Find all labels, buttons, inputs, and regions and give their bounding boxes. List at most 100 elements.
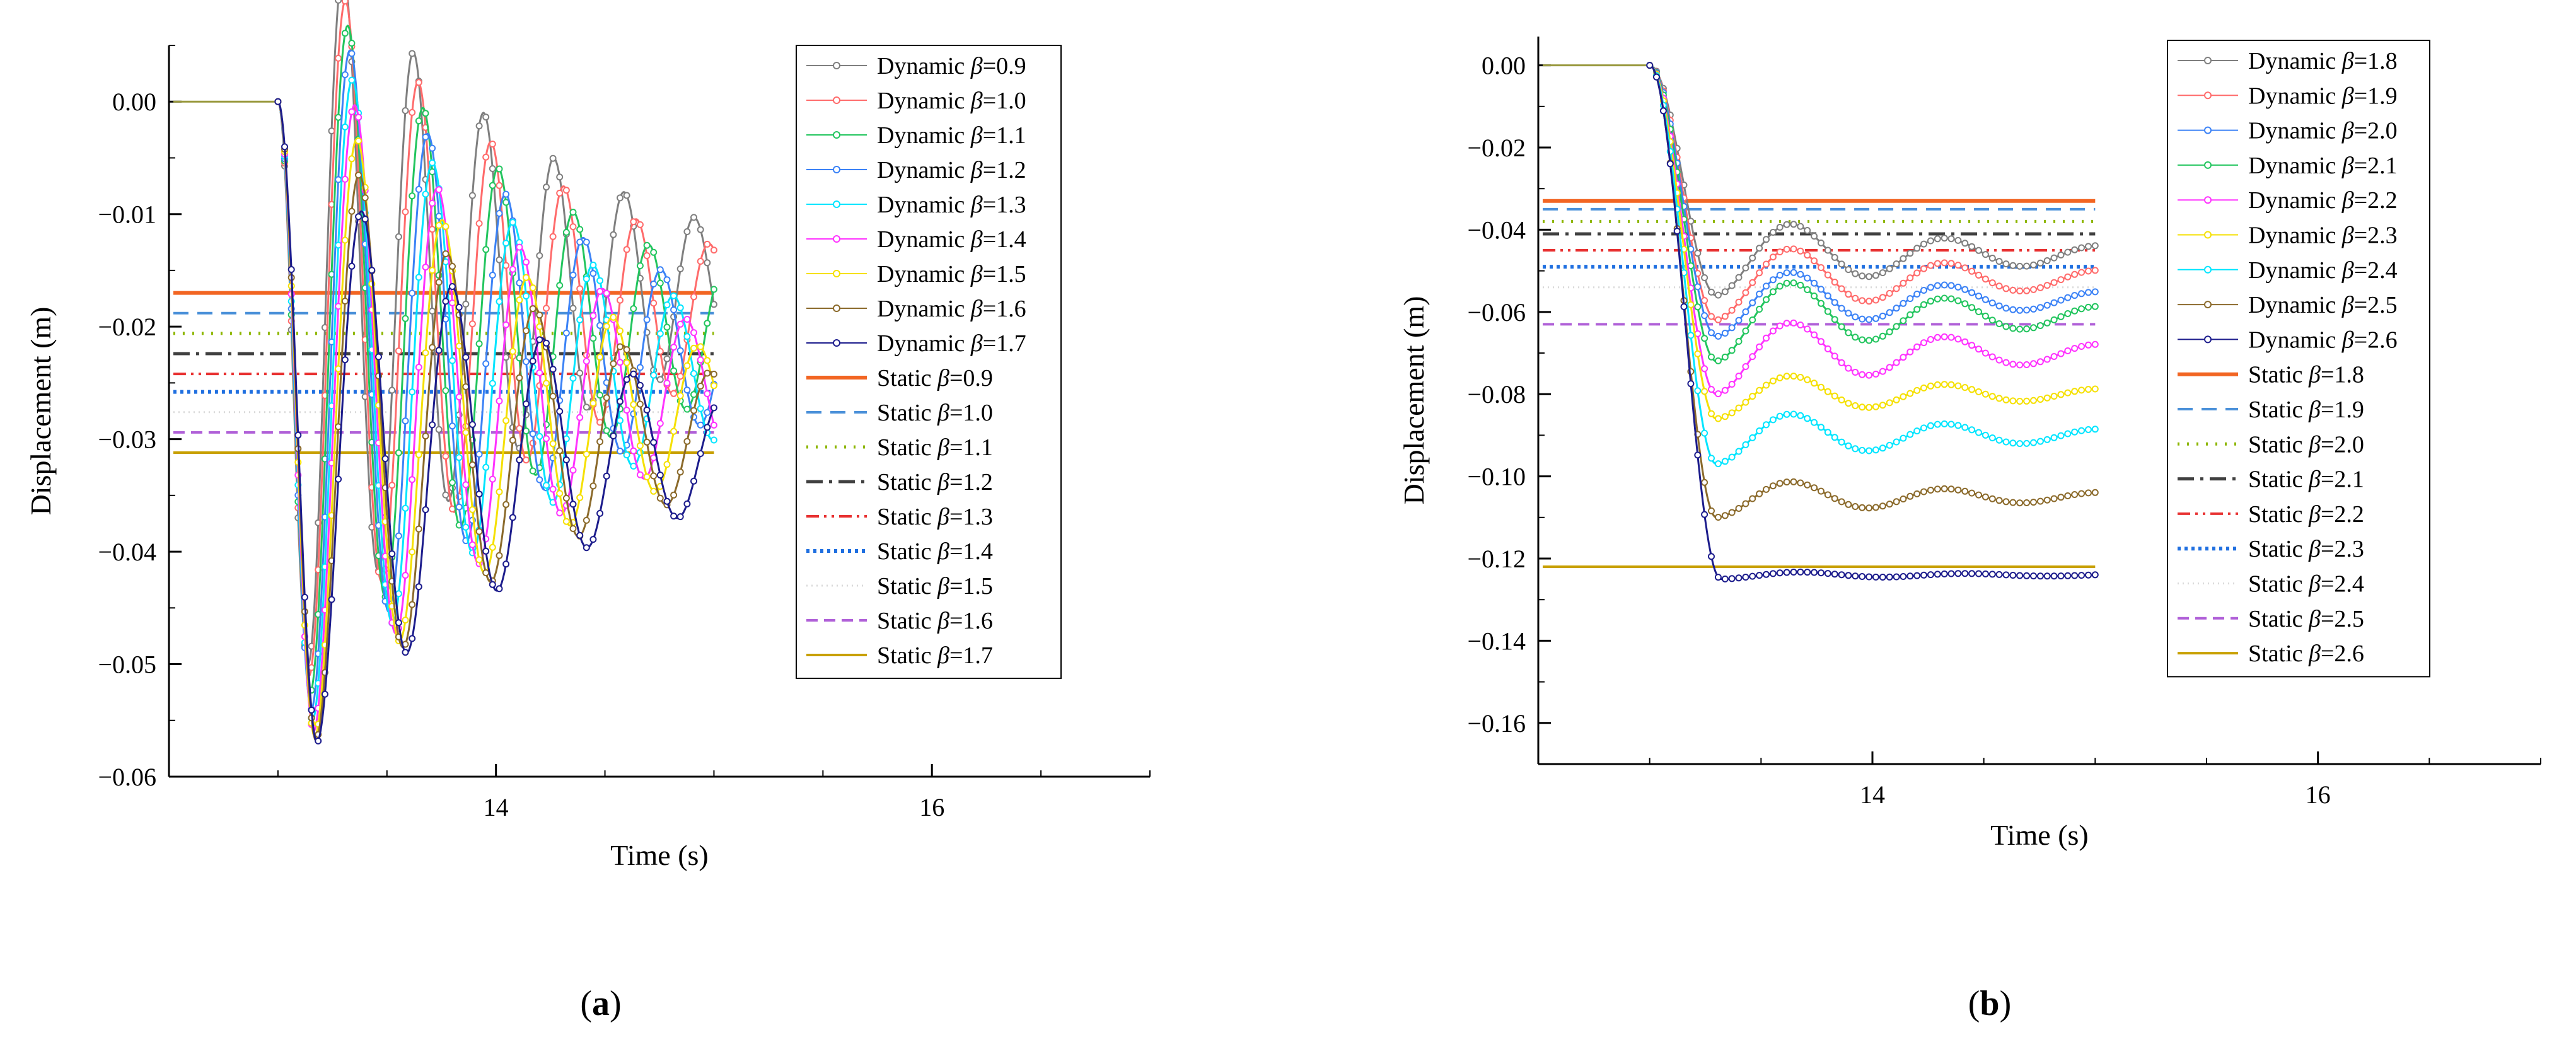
data-point-marker (1735, 373, 1743, 380)
data-point-marker (402, 315, 409, 322)
data-point-marker (670, 491, 678, 499)
legend-label: Static β=1.2 (877, 469, 993, 496)
dynamic-series-markers (1646, 62, 2099, 422)
data-point-marker (576, 414, 584, 421)
data-point-marker (2078, 572, 2086, 579)
y-tick-label: −0.04 (1467, 216, 1526, 244)
data-point-marker (409, 50, 416, 57)
data-point-marker (482, 246, 490, 253)
data-point-marker (1920, 287, 1927, 294)
data-point-marker (2064, 273, 2072, 281)
data-point-marker (1797, 568, 1804, 576)
data-point-marker (1879, 312, 1886, 320)
data-point-marker (1968, 304, 1976, 311)
data-point-marker (1927, 284, 1934, 291)
data-point-marker (2050, 353, 2058, 360)
data-point-marker (2002, 260, 2010, 268)
data-point-marker (442, 387, 450, 395)
data-point-marker (556, 189, 564, 197)
data-point-marker (2002, 498, 2010, 506)
data-point-marker (617, 343, 624, 351)
legend-item: Static β=1.6 (806, 608, 993, 634)
legend-marker-sample (833, 270, 840, 277)
data-point-marker (1859, 272, 1866, 280)
data-point-marker (1735, 574, 1743, 582)
data-point-marker (1906, 295, 1914, 303)
data-point-marker (1818, 239, 1825, 246)
legend-item: Static β=2.4 (2178, 571, 2364, 598)
data-point-marker (274, 98, 282, 105)
data-point-marker (429, 144, 436, 152)
data-point-marker (690, 477, 697, 485)
data-point-marker (435, 186, 443, 194)
data-point-marker (529, 430, 537, 438)
data-point-marker (516, 425, 523, 432)
data-point-marker (536, 369, 543, 376)
data-point-marker (496, 256, 503, 264)
data-point-marker (1818, 299, 1825, 307)
legend-marker-sample (2204, 335, 2212, 344)
data-point-marker (2050, 434, 2058, 441)
data-point-marker (1941, 259, 1948, 267)
data-point-marker (589, 335, 597, 342)
data-point-marker (663, 461, 671, 468)
data-point-marker (1824, 292, 1831, 299)
data-point-marker (2002, 285, 2010, 293)
legend-item: Static β=2.2 (2178, 501, 2364, 528)
data-point-marker (636, 221, 644, 228)
data-point-marker (1735, 338, 1743, 345)
data-point-marker (1859, 336, 1866, 344)
legend-item: Dynamic β=1.9 (2178, 83, 2398, 109)
data-point-marker (543, 304, 550, 312)
data-point-marker (1769, 570, 1777, 577)
data-point-marker (1961, 424, 1969, 431)
data-point-marker (1831, 352, 1838, 360)
data-point-marker (1954, 297, 1962, 304)
data-point-marker (1687, 301, 1695, 308)
data-point-marker (1893, 359, 1900, 366)
data-point-marker (636, 400, 644, 408)
data-point-marker (529, 305, 537, 313)
data-point-marker (1769, 416, 1777, 424)
data-point-marker (395, 233, 402, 240)
data-point-marker (375, 353, 382, 361)
data-point-marker (355, 213, 363, 221)
data-point-marker (1879, 332, 1886, 340)
panel-label: (a) (580, 984, 621, 1023)
data-point-marker (1653, 73, 1660, 81)
data-point-marker (2064, 430, 2072, 438)
data-point-marker (482, 569, 490, 577)
data-point-marker (475, 220, 483, 227)
data-point-marker (429, 421, 436, 429)
data-point-marker (710, 404, 717, 412)
data-point-marker (1818, 487, 1825, 495)
data-point-marker (589, 270, 597, 277)
data-point-marker (1838, 260, 1845, 268)
data-point-marker (1900, 496, 1907, 502)
data-point-marker (536, 432, 543, 440)
legend-item: Static β=2.1 (2178, 467, 2364, 493)
data-point-marker (2036, 396, 2044, 403)
legend-marker-sample (2204, 91, 2212, 100)
legend-label: Static β=1.8 (2248, 362, 2364, 388)
data-point-marker (1824, 345, 1831, 352)
data-point-marker (1886, 364, 1893, 371)
data-point-marker (1763, 296, 1770, 303)
data-point-marker (1995, 356, 2003, 364)
data-point-marker (1708, 507, 1715, 514)
legend-marker-sample (833, 200, 840, 208)
data-point-marker (2030, 572, 2037, 580)
data-point-marker (1728, 509, 1736, 516)
legend-label: Dynamic β=1.5 (877, 261, 1026, 287)
data-point-marker (348, 76, 356, 84)
data-point-marker (1708, 553, 1715, 560)
data-point-marker (1947, 485, 1955, 493)
data-point-marker (1714, 357, 1722, 364)
data-point-marker (489, 272, 496, 279)
data-point-marker (562, 229, 570, 236)
data-point-marker (475, 490, 483, 498)
legend-marker-sample (833, 166, 840, 173)
data-point-marker (455, 503, 463, 511)
data-point-marker (1995, 497, 2003, 504)
data-point-marker (1941, 485, 1948, 492)
